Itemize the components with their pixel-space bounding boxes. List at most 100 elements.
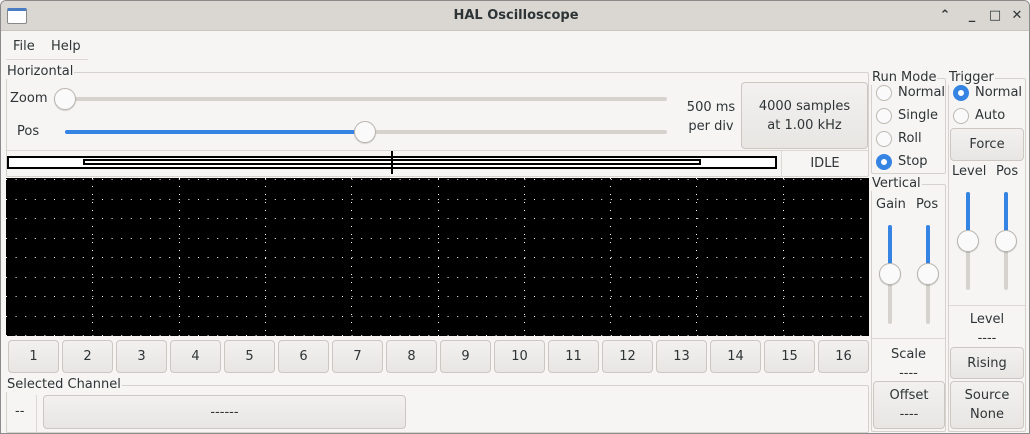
scope-display[interactable]: [6, 178, 869, 336]
pos-slider-handle[interactable]: [354, 121, 376, 143]
divider: [872, 338, 945, 339]
channel-button-1[interactable]: 1: [8, 340, 59, 373]
run-mode-stop[interactable]: Stop: [876, 150, 945, 173]
source-button[interactable]: Source None: [950, 381, 1024, 429]
channel-button-14[interactable]: 14: [710, 340, 761, 373]
radio-icon[interactable]: [876, 107, 892, 124]
trigger-label: Trigger: [948, 70, 995, 85]
scale-value: ----: [899, 366, 918, 381]
status-label: IDLE: [810, 156, 840, 171]
trigger-level-readout: Level ----: [949, 310, 1025, 348]
option-label: Normal: [898, 85, 946, 100]
vertical-pos-label: Pos: [916, 197, 939, 212]
trigger-pos-slider-label: Pos: [996, 164, 1019, 179]
menu-help[interactable]: Help: [51, 39, 81, 54]
source-label: Source: [964, 388, 1010, 403]
option-label: Single: [898, 108, 938, 123]
run-mode-label: Run Mode: [871, 70, 938, 85]
sample-rate: at 1.00 kHz: [767, 117, 842, 133]
horizontal-group: [6, 72, 869, 177]
offset-button[interactable]: Offset ----: [873, 381, 945, 429]
channel-button-13[interactable]: 13: [656, 340, 707, 373]
title-bar[interactable]: [1, 1, 1029, 31]
run-mode-options: Normal Single Roll Stop: [876, 81, 945, 173]
close-icon[interactable]: ✕: [1011, 8, 1023, 23]
menu-divider: [6, 59, 88, 60]
trigger-pos-slider-handle[interactable]: [995, 230, 1017, 252]
channel-button-5[interactable]: 5: [224, 340, 275, 373]
shade-icon[interactable]: ⌃: [939, 8, 951, 23]
pos-slider-fill: [65, 130, 365, 134]
trigger-level-slider-handle[interactable]: [957, 230, 979, 252]
vertical-pos-slider-fill: [926, 225, 930, 273]
per-div-readout: 500 ms per div: [681, 98, 741, 136]
minimize-icon[interactable]: _: [968, 8, 976, 23]
channel-button-6[interactable]: 6: [278, 340, 329, 373]
trigger-pos-slider-fill: [1004, 192, 1008, 240]
per-div-unit: per div: [688, 119, 734, 134]
horizontal-label: Horizontal: [6, 64, 75, 79]
maximize-icon[interactable]: □: [988, 8, 1002, 23]
radio-selected-icon[interactable]: [953, 84, 969, 101]
level-label: Level: [969, 312, 1005, 327]
zoom-slider[interactable]: [65, 97, 667, 101]
channel-button-12[interactable]: 12: [602, 340, 653, 373]
trigger-mode-options: Normal Auto: [953, 81, 1022, 127]
per-div-value: 500 ms: [686, 100, 736, 115]
radio-icon[interactable]: [953, 107, 969, 124]
selected-channel-group: [6, 385, 869, 433]
scale-readout: Scale ----: [872, 345, 945, 383]
trigger-level-slider-fill: [966, 192, 970, 240]
gain-slider-fill: [888, 225, 892, 273]
divider: [7, 150, 868, 151]
option-label: Normal: [975, 85, 1023, 100]
selected-channel-label: Selected Channel: [6, 377, 122, 392]
samples-count: 4000 samples: [758, 98, 851, 114]
gain-label: Gain: [876, 197, 906, 212]
vertical-label: Vertical: [871, 176, 922, 191]
zoom-slider-handle[interactable]: [54, 88, 76, 110]
run-mode-single[interactable]: Single: [876, 104, 945, 127]
scale-label: Scale: [891, 347, 926, 362]
window-title: HAL Oscilloscope: [453, 8, 579, 23]
option-label: Auto: [975, 108, 1006, 123]
option-label: Stop: [898, 154, 928, 169]
trigger-level-slider-label: Level: [952, 164, 987, 179]
menu-file[interactable]: File: [13, 39, 35, 54]
channel-buttons: 1 2 3 4 5 6 7 8 9 10 11 12 13 14 15 16: [8, 340, 869, 373]
gain-slider-handle[interactable]: [879, 263, 901, 285]
run-mode-roll[interactable]: Roll: [876, 127, 945, 150]
channel-button-8[interactable]: 8: [386, 340, 437, 373]
trigger-normal[interactable]: Normal: [953, 81, 1022, 104]
radio-icon[interactable]: [876, 84, 892, 101]
vertical-pos-slider-handle[interactable]: [917, 263, 939, 285]
selected-channel-button[interactable]: ------: [43, 395, 406, 429]
selected-channel-number: --: [15, 404, 25, 419]
channel-button-9[interactable]: 9: [440, 340, 491, 373]
radio-selected-icon[interactable]: [876, 153, 892, 170]
edge-button[interactable]: Rising: [950, 347, 1024, 379]
run-mode-normal[interactable]: Normal: [876, 81, 945, 104]
channel-button-3[interactable]: 3: [116, 340, 167, 373]
level-value: ----: [977, 331, 997, 346]
offset-value: ----: [899, 407, 919, 422]
radio-icon[interactable]: [876, 130, 892, 147]
samples-button[interactable]: 4000 samples at 1.00 kHz: [741, 82, 868, 149]
channel-button-7[interactable]: 7: [332, 340, 383, 373]
channel-button-4[interactable]: 4: [170, 340, 221, 373]
app-icon: [7, 8, 27, 24]
trigger-position-marker: [391, 151, 393, 174]
force-button[interactable]: Force: [950, 128, 1024, 161]
zoom-label: Zoom: [10, 91, 48, 106]
option-label: Roll: [898, 131, 922, 146]
channel-button-2[interactable]: 2: [62, 340, 113, 373]
channel-button-10[interactable]: 10: [494, 340, 545, 373]
channel-button-16[interactable]: 16: [818, 340, 869, 373]
divider: [781, 151, 782, 177]
source-value: None: [970, 407, 1004, 422]
trigger-auto[interactable]: Auto: [953, 104, 1022, 127]
channel-button-15[interactable]: 15: [764, 340, 815, 373]
channel-button-11[interactable]: 11: [548, 340, 599, 373]
divider: [949, 305, 1025, 306]
